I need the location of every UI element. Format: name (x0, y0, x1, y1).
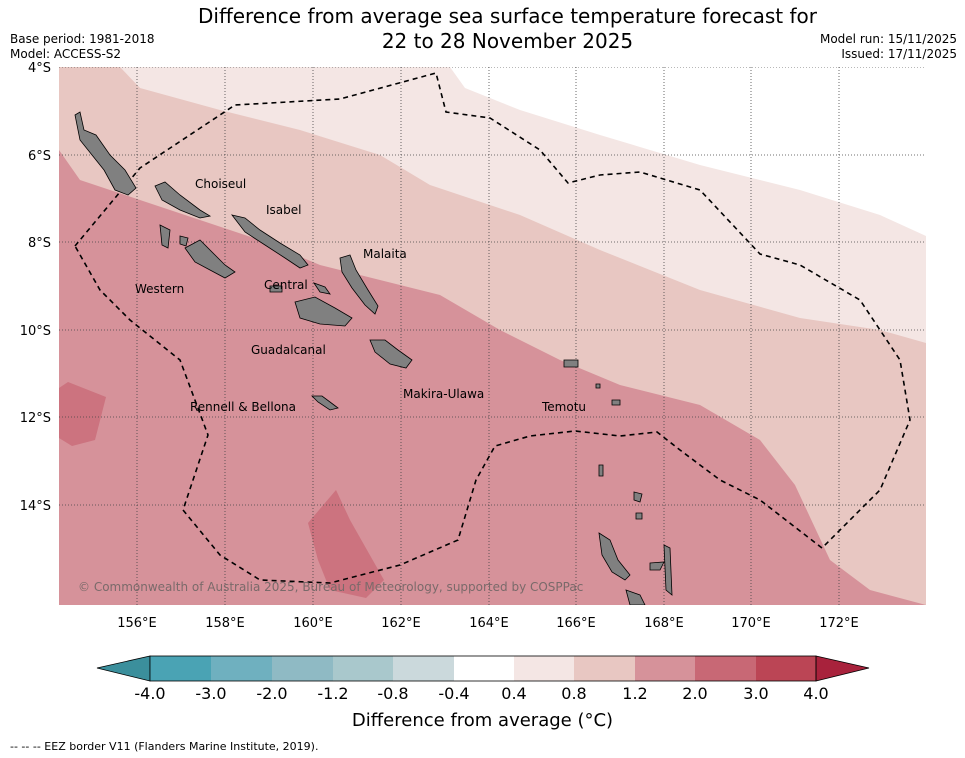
lon-label-166e: 166°E (556, 616, 596, 631)
colorbar-bin-6 (454, 656, 514, 681)
island-isabel (231, 214, 309, 269)
island-labels: Choiseul Isabel Malaita Western Central … (135, 177, 586, 414)
lat-label-10s: 10°S (20, 324, 51, 339)
island-western-b (184, 239, 236, 279)
cbar-tick: -3.0 (195, 684, 226, 703)
island-central-b (312, 282, 331, 295)
label-western: Western (135, 282, 184, 296)
label-makira-ulawa: Makira-Ulawa (403, 387, 484, 401)
label-isabel: Isabel (266, 203, 301, 217)
island-vanuatu-b (625, 589, 646, 605)
lat-label-8s: 8°S (28, 236, 51, 251)
cbar-tick: 0.4 (501, 684, 526, 703)
cbar-tick: -1.2 (317, 684, 348, 703)
colorbar-bin-10 (695, 656, 756, 681)
island-western-a (159, 224, 171, 249)
cbar-tick: 3.0 (743, 684, 768, 703)
island-vanuatu-d (649, 561, 665, 571)
colorbar-outline (149, 655, 817, 682)
sst-patch-west (59, 382, 106, 446)
title-line-1: Difference from average sea surface temp… (197, 4, 817, 28)
colorbar-bin-1 (150, 656, 211, 681)
lon-label-170e: 170°E (731, 616, 771, 631)
island-temotu-c (611, 399, 621, 406)
island-temotu-b (595, 383, 601, 389)
issued-date: Issued: 17/11/2025 (841, 47, 957, 61)
colorbar-bin-9 (635, 656, 695, 681)
land-masses (74, 111, 673, 605)
cbar-tick: 2.0 (682, 684, 707, 703)
lat-label-4s: 4°S (28, 61, 51, 76)
island-vanuatu-a (598, 532, 631, 581)
eez-footnote: -- -- -- EEZ border V11 (Flanders Marine… (10, 740, 319, 753)
sst-band-white (450, 67, 926, 236)
map-title: Difference from average sea surface temp… (0, 4, 965, 54)
island-vanuatu-e (633, 491, 643, 503)
model-name: Model: ACCESS-S2 (10, 47, 122, 61)
map-area: Choiseul Isabel Malaita Western Central … (59, 67, 926, 605)
label-rennell-bellona: Rennell & Bellona (190, 400, 296, 414)
lon-label-158e: 158°E (205, 616, 245, 631)
lon-label-156e: 156°E (117, 616, 157, 631)
island-guadalcanal (294, 296, 353, 327)
colorbar-bin-7 (514, 656, 574, 681)
colorbar-arrow-right (815, 655, 870, 682)
colorbar-tick-labels: -4.0 -3.0 -2.0 -1.2 -0.8 -0.4 0.4 0.8 1.… (134, 684, 828, 703)
meta-left: Base period: 1981-2018 Model: ACCESS-S2 (10, 32, 155, 62)
island-makira (369, 339, 413, 369)
sst-band-1.2-2.0 (59, 150, 926, 605)
colorbar-bin-2 (211, 656, 272, 681)
cbar-tick: -0.4 (438, 684, 469, 703)
island-vanuatu-c (663, 544, 673, 596)
colorbar-bin-4 (333, 656, 393, 681)
lat-label-6s: 6°S (28, 149, 51, 164)
lon-label-172e: 172°E (819, 616, 859, 631)
model-run: Model run: 15/11/2025 (819, 32, 957, 46)
colorbar-bin-5 (393, 656, 454, 681)
label-central: Central (264, 278, 308, 292)
graticule (59, 67, 926, 605)
sst-patch-south (308, 490, 384, 598)
lat-label-12s: 12°S (20, 411, 51, 426)
eez-border (74, 72, 911, 584)
cbar-tick: 0.8 (561, 684, 586, 703)
colorbar-title: Difference from average (°C) (351, 710, 614, 731)
island-rennell (311, 395, 339, 411)
meta-right: Model run: 15/11/2025 Issued: 17/11/2025 (820, 32, 957, 62)
label-guadalcanal: Guadalcanal (251, 343, 326, 357)
cbar-tick: -2.0 (256, 684, 287, 703)
island-vanuatu-f (635, 512, 643, 520)
cbar-tick: 4.0 (803, 684, 828, 703)
colorbar: -4.0 -3.0 -2.0 -1.2 -0.8 -0.4 0.4 0.8 1.… (96, 655, 870, 703)
island-temotu-a (563, 359, 579, 368)
island-choiseul (154, 181, 212, 219)
colorbar-bin-3 (272, 656, 333, 681)
copyright-notice: © Commonwealth of Australia 2025, Bureau… (78, 580, 584, 594)
title-line-2: 22 to 28 November 2025 (381, 29, 634, 53)
lon-label-168e: 168°E (644, 616, 684, 631)
island-choiseul-west (74, 111, 137, 196)
island-western-c (179, 235, 189, 247)
colorbar-bin-8 (574, 656, 635, 681)
lat-label-14s: 14°S (20, 499, 51, 514)
colorbar-bin-11 (756, 656, 816, 681)
label-malaita: Malaita (363, 247, 407, 261)
cbar-tick: -0.8 (377, 684, 408, 703)
cbar-tick: -4.0 (134, 684, 165, 703)
label-choiseul: Choiseul (195, 177, 246, 191)
longitude-labels: 156°E 158°E 160°E 162°E 164°E 166°E 168°… (117, 616, 859, 631)
colorbar-arrow-left (96, 655, 151, 682)
island-vanuatu-g (598, 464, 604, 477)
lon-label-164e: 164°E (469, 616, 509, 631)
island-malaita (339, 254, 379, 315)
label-temotu: Temotu (541, 400, 586, 414)
latitude-labels: 4°S 6°S 8°S 10°S 12°S 14°S (20, 61, 51, 514)
lon-label-162e: 162°E (381, 616, 421, 631)
base-period: Base period: 1981-2018 (10, 32, 155, 46)
cbar-tick: 1.2 (622, 684, 647, 703)
lon-label-160e: 160°E (293, 616, 333, 631)
island-central (269, 285, 283, 293)
